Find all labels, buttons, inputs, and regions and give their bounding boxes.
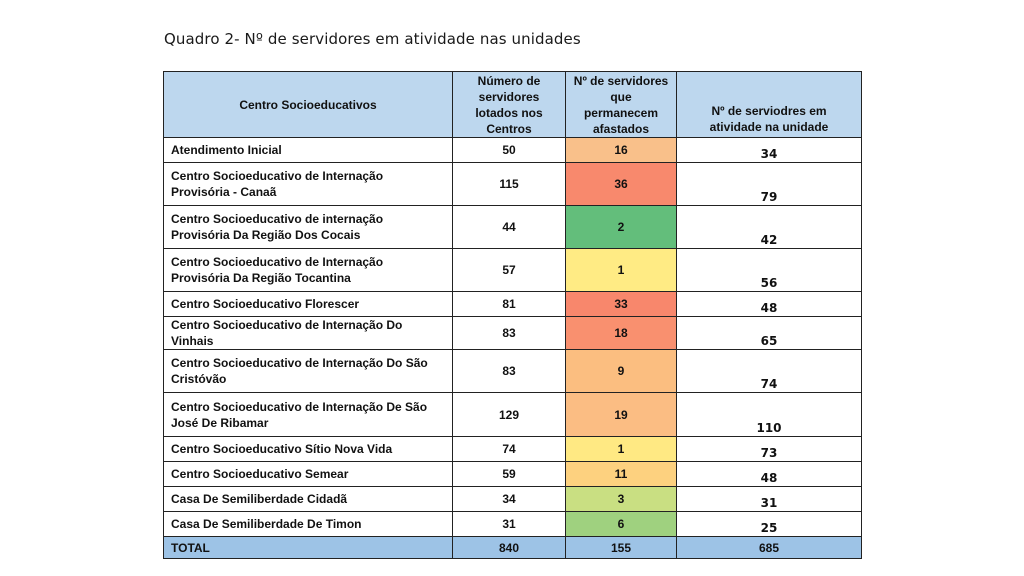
row-active: 74 — [676, 349, 862, 393]
table-row: Centro Socioeducativo Florescer 81 33 48 — [163, 291, 862, 317]
row-assigned: 57 — [452, 248, 566, 292]
row-away: 18 — [565, 316, 677, 350]
header-center: Centro Socioeducativos — [163, 71, 453, 138]
row-away: 1 — [565, 248, 677, 292]
total-label: TOTAL — [163, 536, 453, 559]
row-assigned: 31 — [452, 511, 566, 537]
total-away: 155 — [565, 536, 677, 559]
row-center-name: Centro Socioeducativo de Internação Prov… — [163, 162, 453, 206]
row-center-name: Centro Socioeducativo de Internação Prov… — [163, 248, 453, 292]
row-assigned: 115 — [452, 162, 566, 206]
row-away: 11 — [565, 461, 677, 487]
table-row: Casa De Semiliberdade De Timon 31 6 25 — [163, 511, 862, 537]
row-active: 65 — [676, 316, 862, 350]
header-active: Nº de serviodres em atividade na unidade — [676, 71, 862, 138]
row-assigned: 81 — [452, 291, 566, 317]
row-away: 2 — [565, 205, 677, 249]
row-center-name: Centro Socioeducativo de Internação Do S… — [163, 349, 453, 393]
header-assigned: Número de servidores lotados nos Centros — [452, 71, 566, 138]
row-active: 110 — [676, 392, 862, 437]
row-active: 79 — [676, 162, 862, 206]
row-active: 42 — [676, 205, 862, 249]
table-row: Centro Socioeducativo de Internação Do S… — [163, 349, 862, 393]
table-row: Centro Socioeducativo de Internação Prov… — [163, 162, 862, 206]
table-row: Casa De Semiliberdade Cidadã 34 3 31 — [163, 486, 862, 512]
row-away: 3 — [565, 486, 677, 512]
header-row: Centro Socioeducativos Número de servido… — [163, 71, 862, 138]
row-away: 19 — [565, 392, 677, 437]
total-active: 685 — [676, 536, 862, 559]
table-caption: Quadro 2- Nº de servidores em atividade … — [164, 30, 581, 48]
row-active: 48 — [676, 461, 862, 487]
header-away: Nº de servidores que permanecem afastado… — [565, 71, 677, 138]
total-row: TOTAL 840 155 685 — [163, 536, 862, 559]
table-row: Centro Socioeducativo Semear 59 11 48 — [163, 461, 862, 487]
table-row: Centro Socioeducativo de Internação Do V… — [163, 316, 862, 350]
row-active: 48 — [676, 291, 862, 317]
row-away: 36 — [565, 162, 677, 206]
table-row: Centro Socioeducativo de Internação De S… — [163, 392, 862, 437]
row-away: 16 — [565, 137, 677, 163]
row-center-name: Centro Socioeducativo de Internação Do V… — [163, 316, 453, 350]
row-active: 56 — [676, 248, 862, 292]
row-active: 25 — [676, 511, 862, 537]
row-assigned: 83 — [452, 316, 566, 350]
row-center-name: Centro Socioeducativo Sítio Nova Vida — [163, 436, 453, 462]
row-center-name: Centro Socioeducativo de internação Prov… — [163, 205, 453, 249]
servers-table: Centro Socioeducativos Número de servido… — [163, 71, 862, 559]
row-assigned: 83 — [452, 349, 566, 393]
row-active: 73 — [676, 436, 862, 462]
row-center-name: Atendimento Inicial — [163, 137, 453, 163]
row-away: 6 — [565, 511, 677, 537]
row-center-name: Centro Socioeducativo Florescer — [163, 291, 453, 317]
row-center-name: Casa De Semiliberdade De Timon — [163, 511, 453, 537]
row-assigned: 129 — [452, 392, 566, 437]
table-row: Atendimento Inicial 50 16 34 — [163, 137, 862, 163]
row-center-name: Centro Socioeducativo Semear — [163, 461, 453, 487]
row-center-name: Centro Socioeducativo de Internação De S… — [163, 392, 453, 437]
row-away: 33 — [565, 291, 677, 317]
row-assigned: 74 — [452, 436, 566, 462]
row-active: 34 — [676, 137, 862, 163]
row-center-name: Casa De Semiliberdade Cidadã — [163, 486, 453, 512]
row-active: 31 — [676, 486, 862, 512]
row-assigned: 50 — [452, 137, 566, 163]
table-row: Centro Socioeducativo Sítio Nova Vida 74… — [163, 436, 862, 462]
row-assigned: 44 — [452, 205, 566, 249]
row-away: 9 — [565, 349, 677, 393]
row-assigned: 59 — [452, 461, 566, 487]
total-assigned: 840 — [452, 536, 566, 559]
row-assigned: 34 — [452, 486, 566, 512]
table-row: Centro Socioeducativo de internação Prov… — [163, 205, 862, 249]
table-row: Centro Socioeducativo de Internação Prov… — [163, 248, 862, 292]
row-away: 1 — [565, 436, 677, 462]
